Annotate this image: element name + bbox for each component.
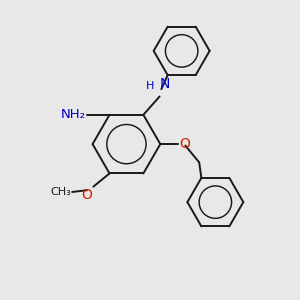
Text: NH₂: NH₂: [60, 108, 86, 121]
Text: H: H: [146, 81, 154, 91]
Text: O: O: [81, 188, 92, 202]
Text: O: O: [179, 136, 190, 151]
Text: N: N: [160, 77, 170, 91]
Text: CH₃: CH₃: [50, 187, 70, 197]
